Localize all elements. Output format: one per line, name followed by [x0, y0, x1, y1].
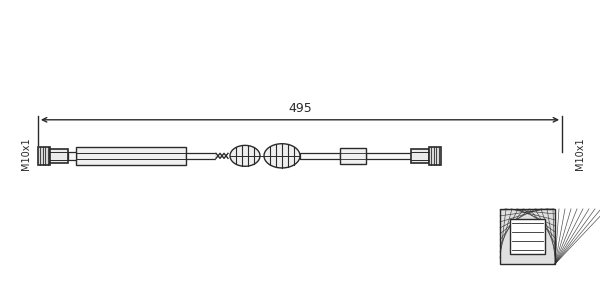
Bar	[38, 147, 50, 165]
Bar	[186, 153, 216, 159]
Polygon shape	[230, 145, 260, 166]
Text: 495: 495	[288, 102, 312, 115]
Bar	[510, 219, 545, 254]
Bar	[429, 147, 441, 165]
Text: M10x1: M10x1	[21, 137, 31, 170]
Bar	[50, 149, 68, 163]
Bar	[411, 149, 429, 163]
Bar	[76, 147, 186, 165]
Bar	[300, 153, 340, 159]
Bar	[340, 148, 366, 164]
Bar	[500, 209, 555, 264]
Text: 24.5104-0471.3    331642: 24.5104-0471.3 331642	[100, 11, 500, 39]
Bar	[366, 153, 411, 159]
Polygon shape	[264, 144, 300, 168]
Text: M10x1: M10x1	[575, 137, 585, 170]
Bar	[68, 152, 76, 160]
